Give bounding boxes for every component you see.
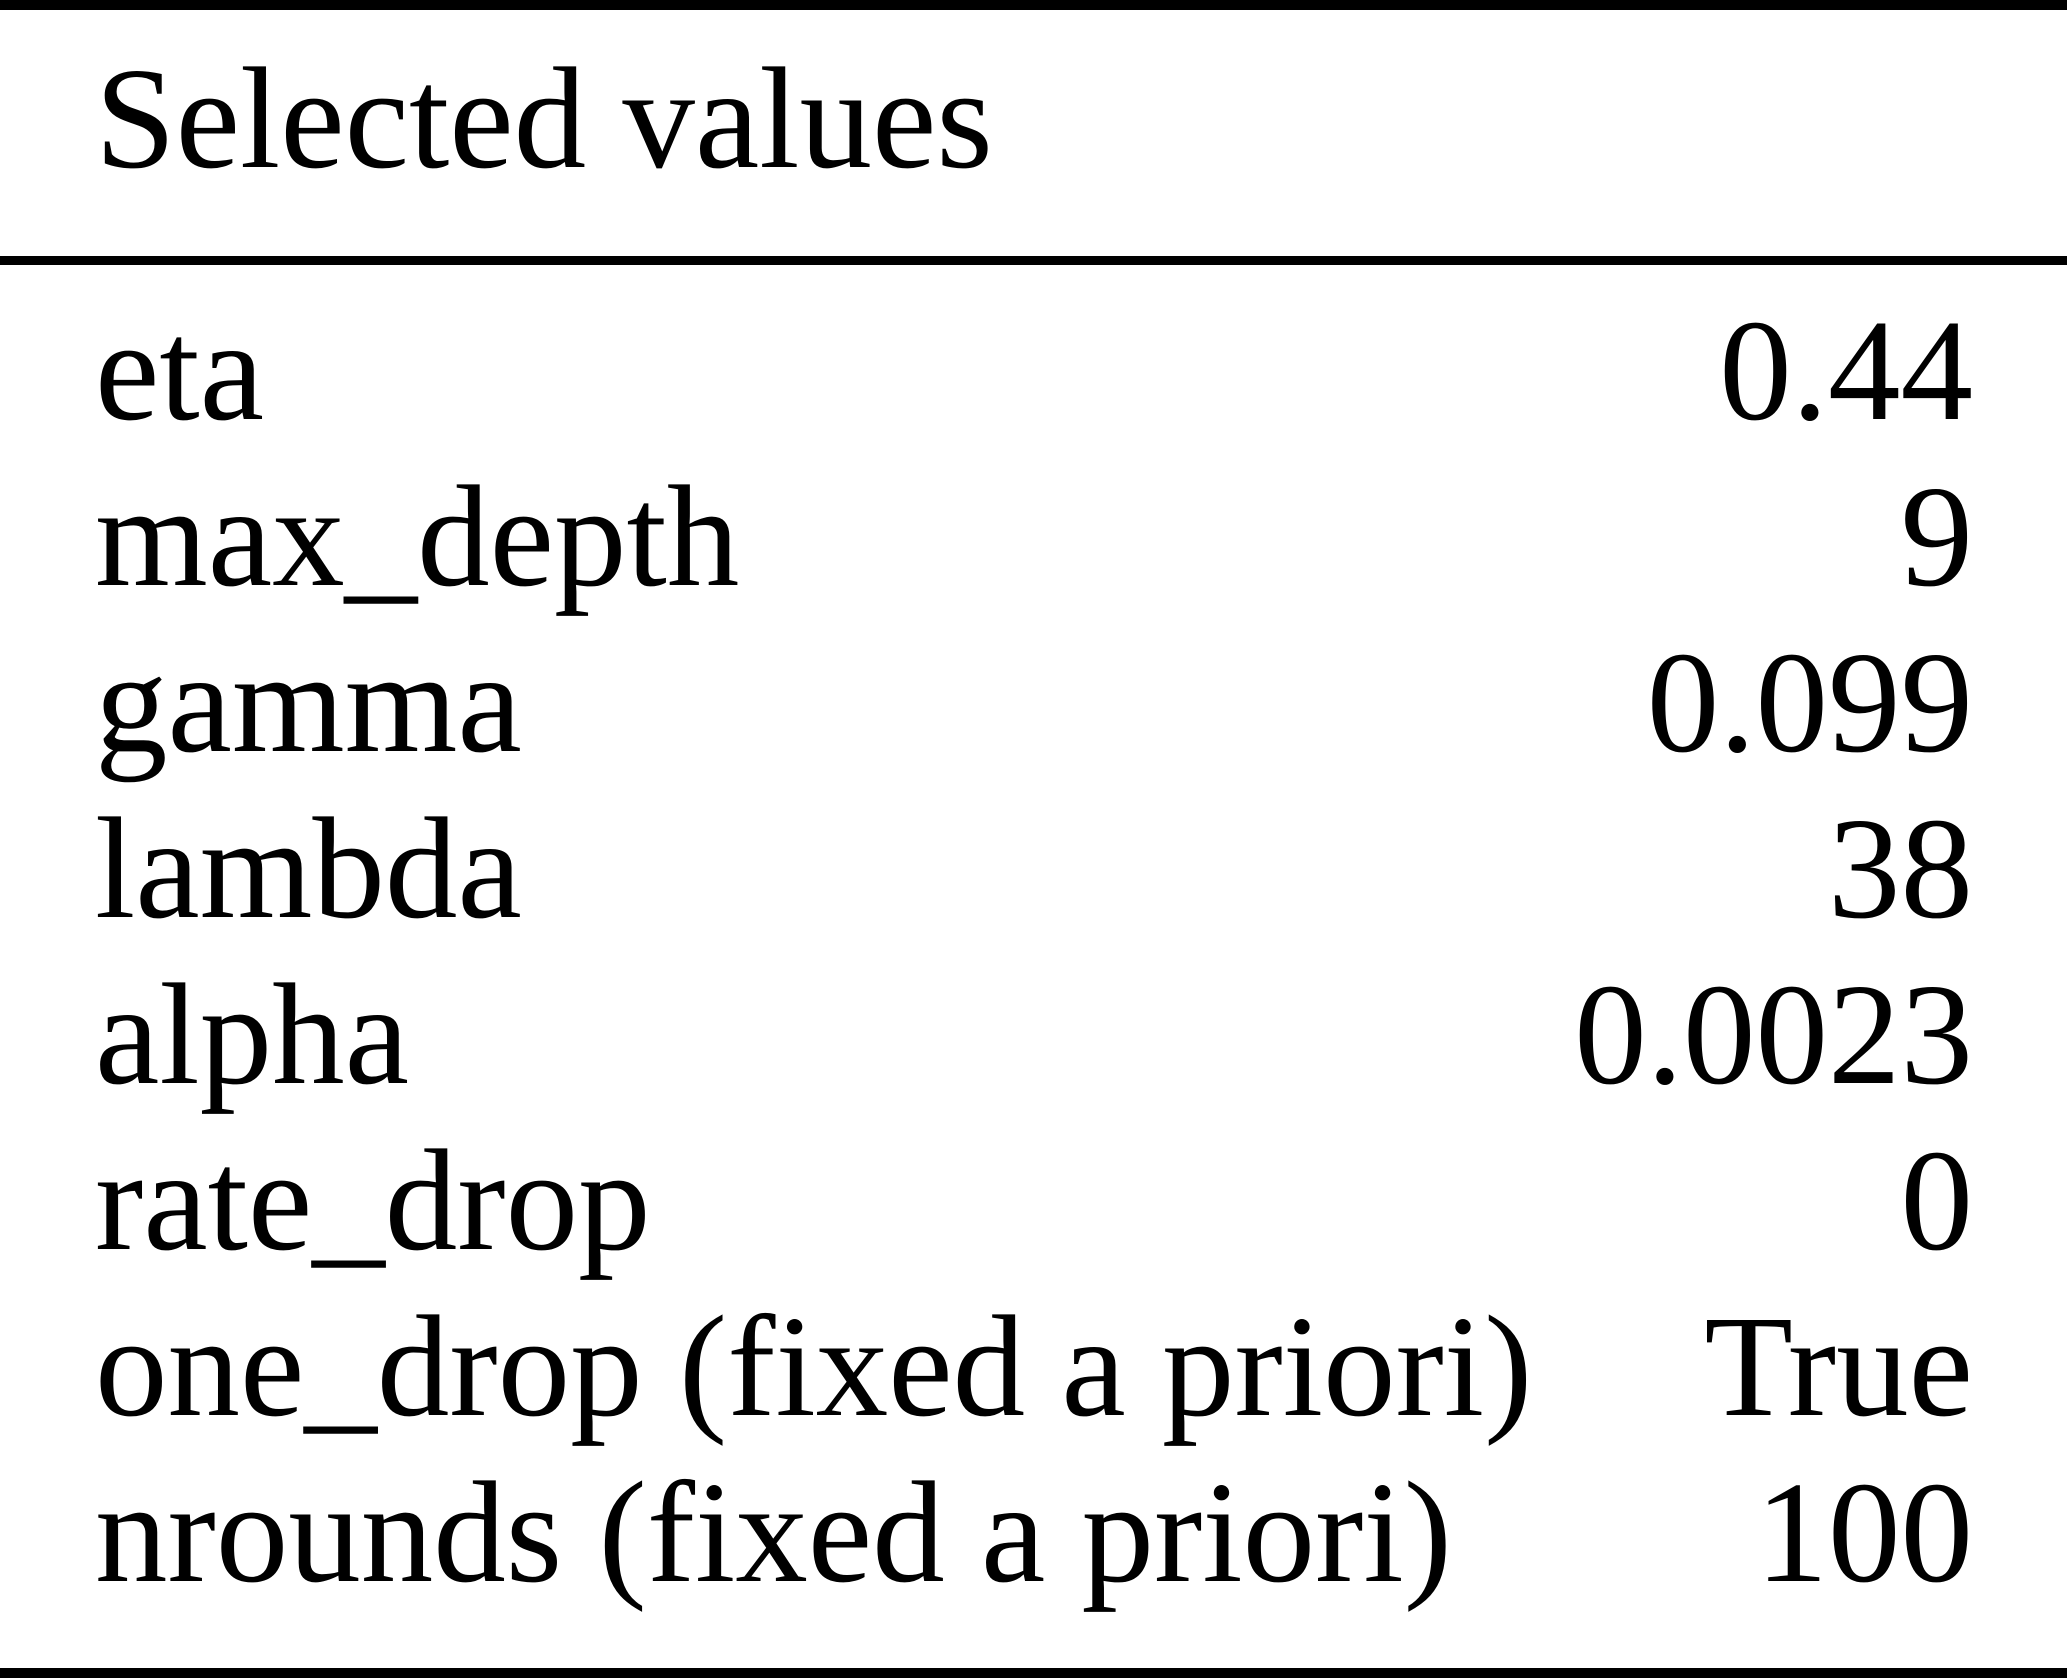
table-row: lambda 38 (95, 786, 1973, 952)
parameter-value: 9 (1900, 457, 1974, 617)
parameter-value: 100 (1755, 1453, 1974, 1613)
parameter-name: gamma (95, 623, 522, 783)
parameter-value: 38 (1828, 789, 1973, 949)
table-row: alpha 0.0023 (95, 952, 1973, 1118)
parameter-name: one_drop (fixed a priori) (95, 1287, 1533, 1447)
table-row: eta 0.44 (95, 288, 1973, 454)
table-body: eta 0.44 max_depth 9 gamma 0.099 lambda … (95, 265, 1973, 1616)
parameter-value: 0.0023 (1574, 955, 1973, 1115)
parameter-name: eta (95, 291, 265, 451)
table-header-rule (0, 256, 2067, 265)
table-row: one_drop (fixed a priori) True (95, 1284, 1973, 1450)
table-header: Selected values (95, 39, 993, 199)
table-bottom-rule (0, 1668, 2067, 1678)
table-row: rate_drop 0 (95, 1118, 1973, 1284)
table-row: max_depth 9 (95, 454, 1973, 620)
parameter-value: True (1704, 1287, 1973, 1447)
parameter-value: 0.099 (1646, 623, 1973, 783)
parameter-name: alpha (95, 955, 410, 1115)
table-row: nrounds (fixed a priori) 100 (95, 1450, 1973, 1616)
parameter-name: max_depth (95, 457, 740, 617)
parameter-name: nrounds (fixed a priori) (95, 1453, 1452, 1613)
parameter-value: 0.44 (1719, 291, 1973, 451)
parameter-name: rate_drop (95, 1121, 651, 1281)
table-row: gamma 0.099 (95, 620, 1973, 786)
parameter-value: 0 (1900, 1121, 1974, 1281)
parameter-name: lambda (95, 789, 522, 949)
table-top-rule (0, 0, 2067, 10)
